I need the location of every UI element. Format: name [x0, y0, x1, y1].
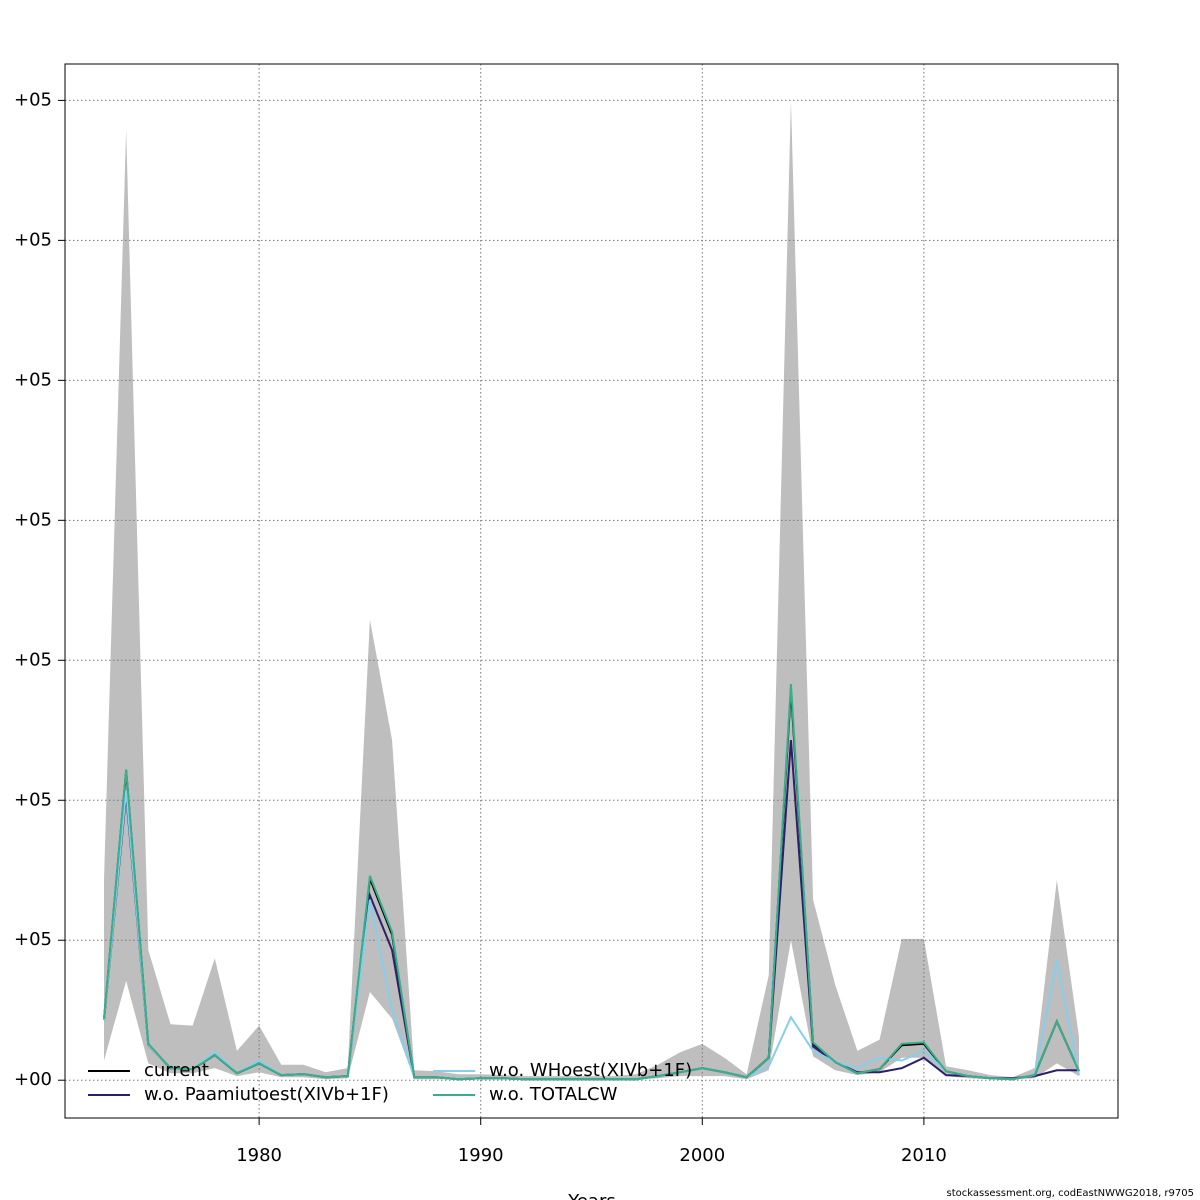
legend-label: current: [144, 1060, 209, 1081]
footer: stockassessment.org, codEastNWWG2018, r9…: [947, 1188, 1195, 1199]
x-tick-label: 1990: [458, 1145, 504, 1166]
x-tick-label: 1980: [236, 1145, 282, 1166]
y-tick-label: +05: [14, 649, 52, 670]
legend-label: w.o. WHoest(XIVb+1F): [489, 1060, 692, 1081]
x-axis-label: Years: [567, 1191, 616, 1200]
y-tick-label: +05: [14, 229, 52, 250]
x-tick-label: 2010: [901, 1145, 947, 1166]
legend-label: w.o. Paamiutoest(XIVb+1F): [144, 1084, 389, 1105]
y-tick-label: +05: [14, 509, 52, 530]
y-tick-label: +05: [14, 789, 52, 810]
plot-frame: [64, 63, 1119, 1119]
y-tick-label: +00: [14, 1069, 52, 1090]
x-tick-label: 2000: [679, 1145, 725, 1166]
series-line: [103, 684, 1080, 1081]
y-tick-label: +05: [14, 929, 52, 950]
legend-label: w.o. TOTALCW: [489, 1084, 618, 1105]
y-tick-label: +05: [14, 89, 52, 110]
confidence-band: [104, 100, 1079, 1080]
y-tick-label: +05: [14, 369, 52, 390]
